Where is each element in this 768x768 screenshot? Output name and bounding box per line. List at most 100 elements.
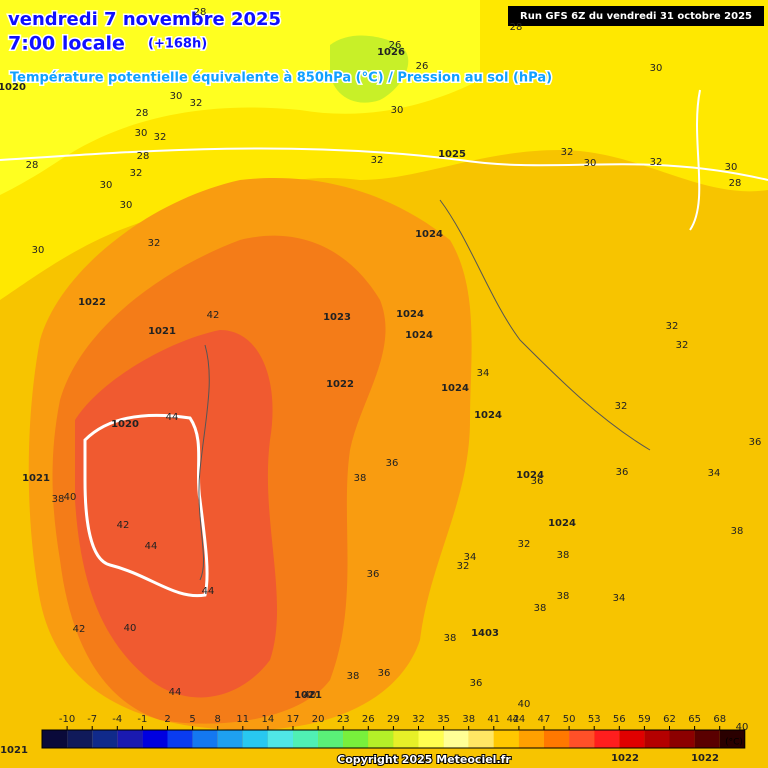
colorbar-tick-label: -4 xyxy=(112,714,122,725)
temperature-label: 38 xyxy=(534,603,547,614)
colorbar-swatch xyxy=(293,730,319,748)
colorbar-tick-label: -10 xyxy=(59,714,75,725)
temperature-label: 38 xyxy=(444,633,457,644)
colorbar-swatch xyxy=(694,730,720,748)
pressure-label: 1026 xyxy=(377,47,405,58)
temperature-label: 40 xyxy=(124,623,137,634)
colorbar-tick-label: 44 xyxy=(513,714,526,725)
copyright: Copyright 2025 Meteociel.fr xyxy=(337,753,511,766)
colorbar-swatch xyxy=(67,730,93,748)
colorbar-swatch xyxy=(242,730,268,748)
colorbar-tick-label: 38 xyxy=(462,714,475,725)
colorbar-tick-label: 26 xyxy=(362,714,375,725)
pressure-label: 1022 xyxy=(326,379,354,390)
temperature-label: 38 xyxy=(347,671,360,682)
colorbar-swatch xyxy=(42,730,68,748)
colorbar-tick-label: 68 xyxy=(713,714,726,725)
temperature-label: 40 xyxy=(64,492,77,503)
temperature-label: 38 xyxy=(52,494,65,505)
colorbar-tick-label: 29 xyxy=(387,714,400,725)
temperature-label: 32 xyxy=(457,561,470,572)
pressure-label: 1024 xyxy=(548,518,576,529)
temperature-label: 40 xyxy=(518,699,531,710)
colorbar-tick-label: 62 xyxy=(663,714,676,725)
pressure-label: 1022 xyxy=(78,297,106,308)
run-info: Run GFS 6Z du vendredi 31 octobre 2025 xyxy=(520,11,752,22)
colorbar-tick-label: 17 xyxy=(287,714,300,725)
colorbar-swatch xyxy=(343,730,369,748)
colorbar-swatch xyxy=(619,730,645,748)
temperature-label: 38 xyxy=(731,526,744,537)
coastline xyxy=(198,344,210,581)
temperature-label: 32 xyxy=(561,147,574,158)
temperature-label: 36 xyxy=(531,476,544,487)
contour-line xyxy=(83,413,209,598)
colorbar-swatch xyxy=(92,730,118,748)
colorbar-tick-label: 47 xyxy=(538,714,551,725)
temperature-label: 30 xyxy=(170,91,183,102)
colorbar-swatch xyxy=(544,730,570,748)
colorbar-swatch xyxy=(167,730,193,748)
colorbar-tick-label: 5 xyxy=(189,714,195,725)
colorbar-swatch xyxy=(368,730,394,748)
temperature-label: 30 xyxy=(100,180,113,191)
pressure-label: 1024 xyxy=(441,383,469,394)
temperature-label: 32 xyxy=(676,340,689,351)
temperature-label: 32 xyxy=(518,539,531,550)
temperature-label: 44 xyxy=(166,412,179,423)
isobar xyxy=(0,147,768,181)
colorbar-swatch xyxy=(569,730,595,748)
colorbar-swatch xyxy=(443,730,469,748)
temperature-label: 28 xyxy=(194,7,207,18)
colorbar-unit: (°C) xyxy=(725,738,743,748)
temperature-label: 26 xyxy=(416,61,429,72)
temperature-label: 42 xyxy=(207,310,220,321)
temperature-label: 32 xyxy=(130,168,143,179)
temperature-label: 30 xyxy=(32,245,45,256)
pressure-label: 1022 xyxy=(611,753,639,764)
pressure-label: 1024 xyxy=(405,330,433,341)
temperature-label: 36 xyxy=(367,569,380,580)
lead: (+168h) xyxy=(148,37,207,52)
colorbar-tick-label: -1 xyxy=(137,714,147,725)
pressure-label: 1020 xyxy=(0,82,26,93)
temperature-label: 34 xyxy=(477,368,490,379)
pressure-label: 1021 xyxy=(294,690,322,701)
temperature-label: 28 xyxy=(729,178,742,189)
green-zone xyxy=(330,35,409,103)
temperature-label: 32 xyxy=(371,155,384,166)
pressure-label: 1023 xyxy=(323,312,351,323)
temperature-label: 30 xyxy=(584,158,597,169)
pressure-label: 1021 xyxy=(22,473,50,484)
colorbar-swatch xyxy=(644,730,670,748)
temperature-label: 44 xyxy=(202,586,215,597)
temperature-label: 36 xyxy=(749,437,762,448)
pressure-label: 1022 xyxy=(691,753,719,764)
pressure-label: 1021 xyxy=(0,745,28,756)
temperature-label: 36 xyxy=(378,668,391,679)
colorbar-swatch xyxy=(217,730,243,748)
temperature-label: 28 xyxy=(26,160,39,171)
colorbar-tick-label: 23 xyxy=(337,714,350,725)
temperature-label: 28 xyxy=(510,22,523,33)
temperature-label: 30 xyxy=(391,105,404,116)
isobar xyxy=(689,89,701,231)
temperature-label: 42 xyxy=(507,714,520,725)
temperature-label: 32 xyxy=(650,157,663,168)
colorbar-tick-label: 56 xyxy=(613,714,626,725)
colorbar-tick-label: 14 xyxy=(262,714,275,725)
temperature-label: 34 xyxy=(708,468,721,479)
colorbar-swatch xyxy=(468,730,494,748)
temperature-label: 26 xyxy=(389,40,402,51)
peak-zone xyxy=(75,330,278,698)
temperature-label: 30 xyxy=(120,200,133,211)
temperature-label: 36 xyxy=(616,467,629,478)
date: vendredi 7 novembre 2025 xyxy=(8,9,281,30)
colorbar-tick-label: 59 xyxy=(638,714,651,725)
colorbar-tick-label: 50 xyxy=(563,714,576,725)
pressure-label: 1021 xyxy=(148,326,176,337)
run-box xyxy=(508,6,764,26)
temperature-label: 30 xyxy=(650,63,663,74)
pressure-label: 1024 xyxy=(516,470,544,481)
